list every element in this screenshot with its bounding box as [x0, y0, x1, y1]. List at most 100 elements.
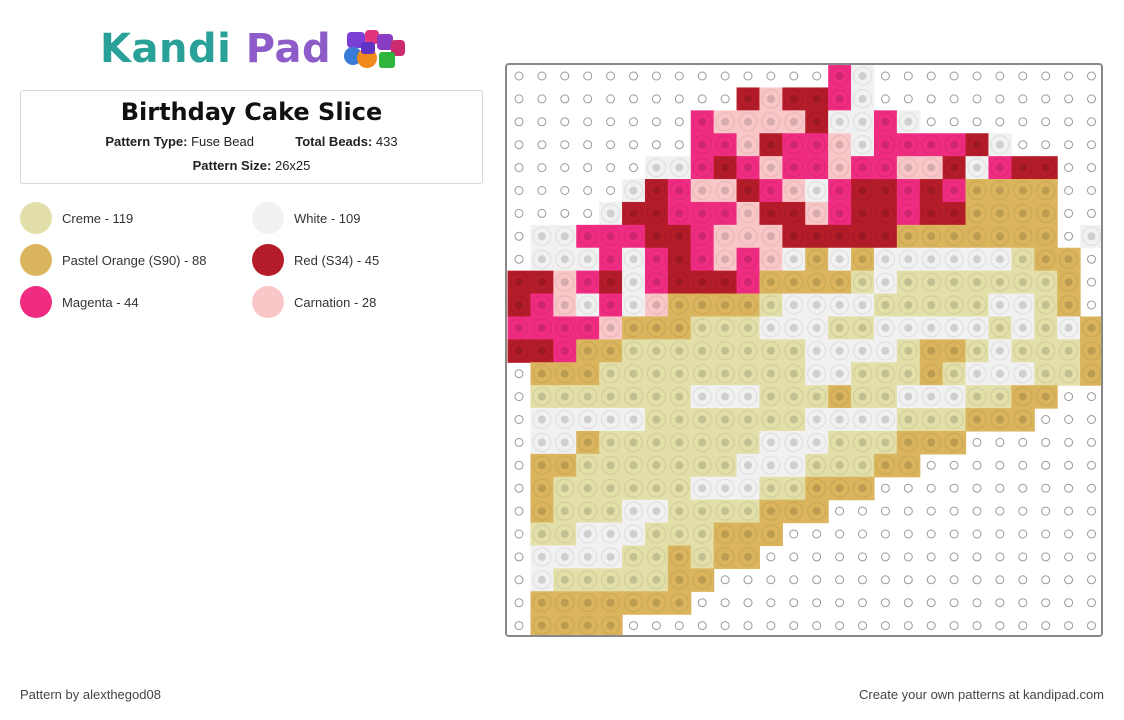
empty-peg[interactable]: [1064, 71, 1074, 81]
bead-pegboard[interactable]: [505, 63, 1103, 637]
empty-peg[interactable]: [995, 117, 1005, 127]
empty-peg[interactable]: [926, 460, 936, 470]
empty-peg[interactable]: [1064, 437, 1074, 447]
empty-peg[interactable]: [514, 117, 524, 127]
empty-peg[interactable]: [926, 117, 936, 127]
empty-peg[interactable]: [972, 552, 982, 562]
empty-peg[interactable]: [926, 575, 936, 585]
empty-peg[interactable]: [537, 186, 547, 195]
empty-peg[interactable]: [926, 94, 936, 104]
empty-peg[interactable]: [995, 71, 1005, 81]
empty-peg[interactable]: [583, 140, 593, 150]
bead-grid[interactable]: [507, 65, 1103, 637]
empty-peg[interactable]: [514, 392, 524, 402]
empty-peg[interactable]: [1064, 483, 1074, 493]
empty-peg[interactable]: [903, 506, 913, 516]
empty-peg[interactable]: [789, 598, 799, 608]
empty-peg[interactable]: [903, 71, 913, 81]
empty-peg[interactable]: [743, 71, 753, 81]
empty-peg[interactable]: [789, 71, 799, 81]
empty-peg[interactable]: [880, 621, 890, 631]
empty-peg[interactable]: [995, 506, 1005, 516]
empty-peg[interactable]: [949, 71, 959, 81]
empty-peg[interactable]: [1087, 529, 1096, 539]
empty-peg[interactable]: [560, 140, 570, 150]
empty-peg[interactable]: [903, 94, 913, 104]
empty-peg[interactable]: [1041, 460, 1051, 470]
empty-peg[interactable]: [858, 621, 867, 631]
empty-peg[interactable]: [606, 140, 616, 150]
empty-peg[interactable]: [1041, 437, 1051, 447]
empty-peg[interactable]: [697, 71, 707, 81]
empty-peg[interactable]: [514, 460, 524, 470]
empty-peg[interactable]: [766, 621, 776, 631]
empty-peg[interactable]: [1018, 598, 1028, 608]
empty-peg[interactable]: [1018, 529, 1028, 539]
empty-peg[interactable]: [583, 208, 593, 218]
empty-peg[interactable]: [606, 186, 616, 195]
empty-peg[interactable]: [743, 621, 753, 631]
empty-peg[interactable]: [651, 621, 661, 631]
empty-peg[interactable]: [1018, 71, 1028, 81]
empty-peg[interactable]: [674, 117, 684, 127]
empty-peg[interactable]: [926, 598, 936, 608]
empty-peg[interactable]: [835, 575, 845, 585]
empty-peg[interactable]: [514, 621, 524, 631]
empty-peg[interactable]: [606, 71, 616, 81]
empty-peg[interactable]: [903, 483, 913, 493]
empty-peg[interactable]: [720, 94, 730, 104]
empty-peg[interactable]: [1018, 460, 1028, 470]
empty-peg[interactable]: [1018, 575, 1028, 585]
empty-peg[interactable]: [1041, 575, 1051, 585]
empty-peg[interactable]: [835, 552, 845, 562]
empty-peg[interactable]: [949, 117, 959, 127]
empty-peg[interactable]: [949, 529, 959, 539]
empty-peg[interactable]: [1018, 140, 1028, 150]
empty-peg[interactable]: [583, 71, 593, 81]
empty-peg[interactable]: [537, 208, 547, 218]
empty-peg[interactable]: [1087, 71, 1096, 81]
empty-peg[interactable]: [1087, 208, 1096, 218]
empty-peg[interactable]: [1064, 94, 1074, 104]
empty-peg[interactable]: [697, 94, 707, 104]
empty-peg[interactable]: [995, 552, 1005, 562]
empty-peg[interactable]: [560, 186, 570, 195]
empty-peg[interactable]: [972, 483, 982, 493]
empty-peg[interactable]: [1087, 575, 1096, 585]
empty-peg[interactable]: [880, 71, 890, 81]
empty-peg[interactable]: [514, 94, 524, 104]
empty-peg[interactable]: [858, 506, 867, 516]
empty-peg[interactable]: [1064, 231, 1074, 241]
empty-peg[interactable]: [514, 163, 524, 173]
empty-peg[interactable]: [926, 483, 936, 493]
empty-peg[interactable]: [812, 575, 822, 585]
empty-peg[interactable]: [880, 552, 890, 562]
empty-peg[interactable]: [972, 529, 982, 539]
empty-peg[interactable]: [972, 506, 982, 516]
empty-peg[interactable]: [560, 94, 570, 104]
empty-peg[interactable]: [674, 71, 684, 81]
empty-peg[interactable]: [1064, 598, 1074, 608]
empty-peg[interactable]: [1064, 552, 1074, 562]
empty-peg[interactable]: [880, 529, 890, 539]
empty-peg[interactable]: [766, 598, 776, 608]
empty-peg[interactable]: [903, 621, 913, 631]
empty-peg[interactable]: [674, 94, 684, 104]
empty-peg[interactable]: [1064, 460, 1074, 470]
empty-peg[interactable]: [812, 621, 822, 631]
empty-peg[interactable]: [583, 117, 593, 127]
empty-peg[interactable]: [1064, 117, 1074, 127]
empty-peg[interactable]: [949, 552, 959, 562]
empty-peg[interactable]: [1087, 94, 1096, 104]
empty-peg[interactable]: [1018, 117, 1028, 127]
empty-peg[interactable]: [629, 94, 638, 104]
empty-peg[interactable]: [1087, 437, 1096, 447]
empty-peg[interactable]: [514, 506, 524, 516]
empty-peg[interactable]: [720, 621, 730, 631]
empty-peg[interactable]: [1064, 186, 1074, 195]
empty-peg[interactable]: [1087, 621, 1096, 631]
empty-peg[interactable]: [880, 94, 890, 104]
empty-peg[interactable]: [858, 598, 867, 608]
empty-peg[interactable]: [835, 529, 845, 539]
empty-peg[interactable]: [1018, 506, 1028, 516]
